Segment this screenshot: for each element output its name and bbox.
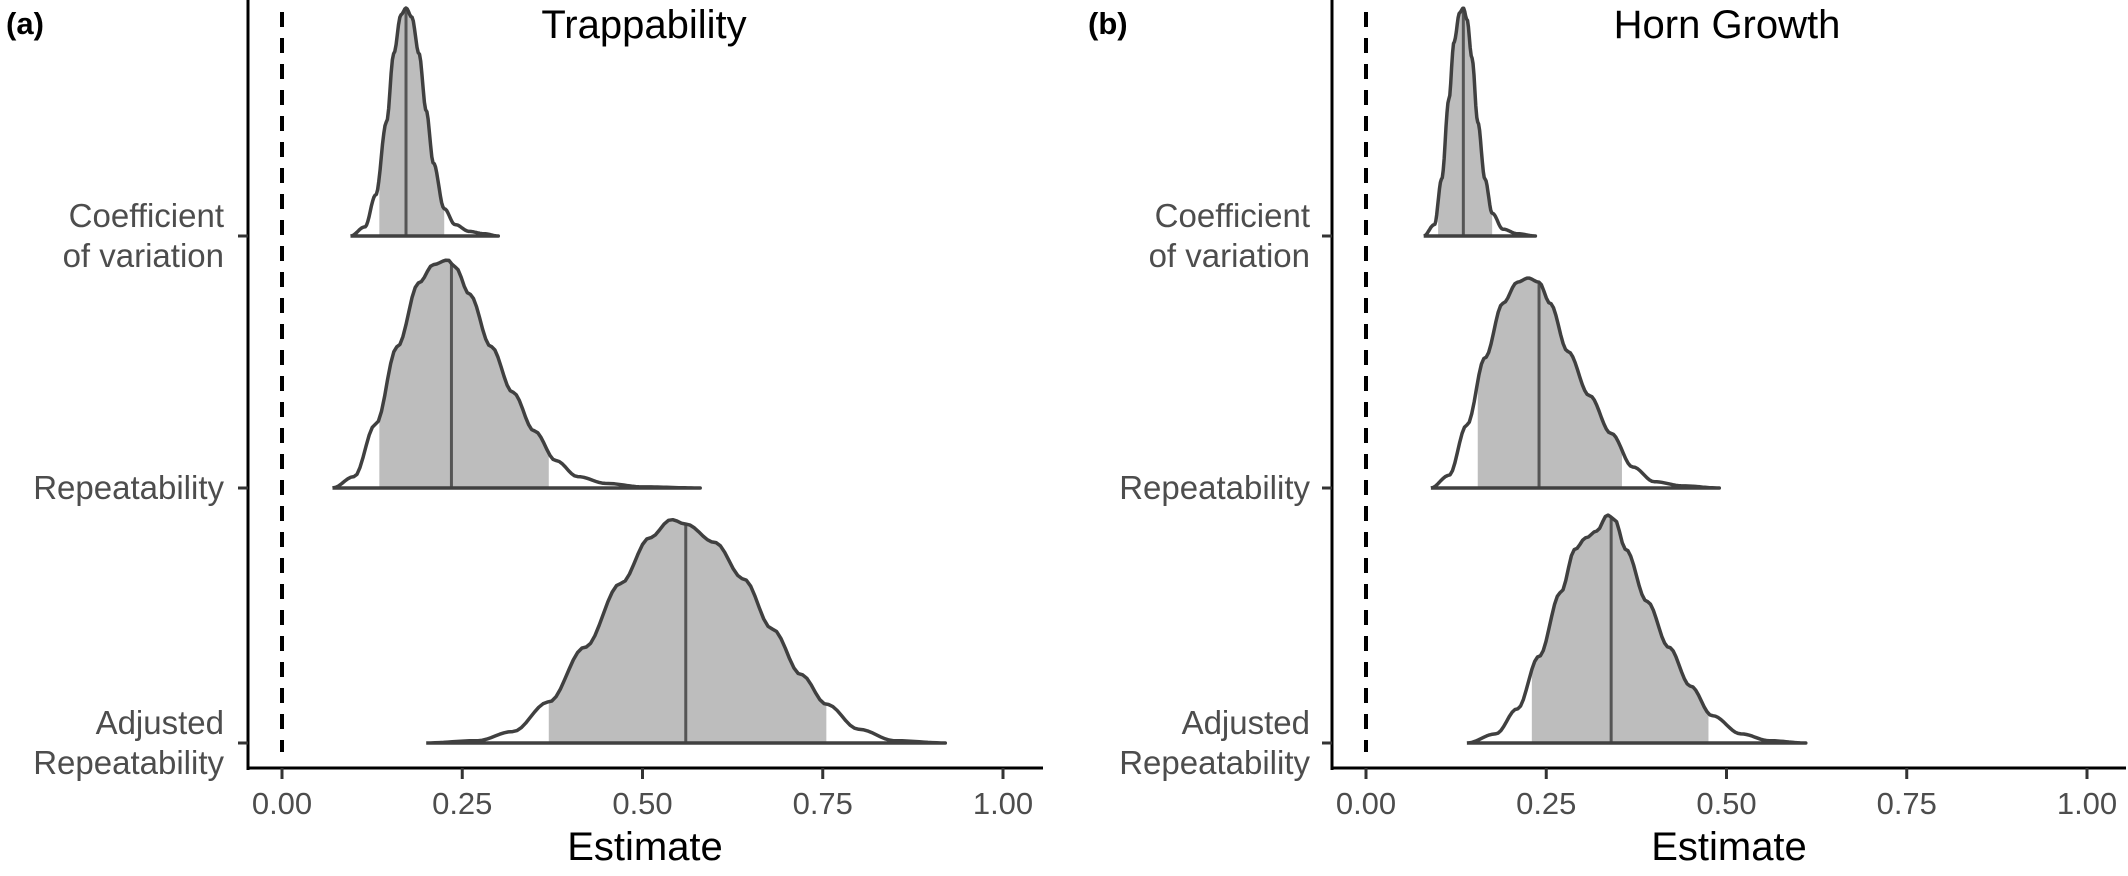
category-label-b-0-1: of variation [1149, 237, 1310, 274]
panel-tag-b: (b) [1088, 6, 1128, 41]
ci-area-b-0 [1438, 8, 1493, 237]
x-tick-label-a-2: 0.50 [612, 786, 672, 821]
panel-a: (a) Trappability 0.00 0.25 0.50 0.75 1.00 Co… [6, 0, 1043, 869]
panel-title-b: Horn Growth [1614, 3, 1841, 47]
x-tick-label-a-0: 0.00 [252, 786, 312, 821]
ci-area-a-1 [379, 260, 549, 488]
panel-title-a: Trappability [541, 3, 746, 47]
x-tick-label-a-3: 0.75 [793, 786, 853, 821]
ridges-b [1364, 6, 1808, 752]
x-axis-title-a: Estimate [567, 825, 723, 869]
x-tick-label-a-1: 0.25 [432, 786, 492, 821]
x-ticks-b: 0.00 0.25 0.50 0.75 1.00 [1336, 768, 2117, 821]
x-tick-label-b-0: 0.00 [1336, 786, 1396, 821]
x-axis-title-b: Estimate [1651, 825, 1807, 869]
ci-area-a-2 [548, 519, 827, 743]
category-label-a-0-0: Coefficient [69, 197, 224, 234]
category-label-a-2-0: Adjusted [96, 704, 224, 741]
density-outline-b-1 [1430, 276, 1722, 490]
ridge-b-0 [1422, 6, 1538, 238]
ridge-a-2 [426, 517, 948, 745]
ci-area-a-0 [379, 8, 445, 236]
category-label-b-2-1: Repeatability [1119, 744, 1310, 781]
ridge-a-0 [349, 6, 501, 238]
category-label-a-1-0: Repeatability [33, 469, 224, 506]
density-outline-a-0 [349, 6, 501, 238]
x-tick-label-b-1: 0.25 [1516, 786, 1576, 821]
category-label-b-1-0: Repeatability [1119, 469, 1310, 506]
ridge-b-2 [1466, 513, 1808, 745]
x-ticks-a: 0.00 0.25 0.50 0.75 1.00 [252, 768, 1033, 821]
category-label-b-2-0: Adjusted [1182, 704, 1310, 741]
x-tick-label-b-2: 0.50 [1696, 786, 1756, 821]
ridge-b-1 [1430, 276, 1722, 490]
category-label-b-0-0: Coefficient [1155, 197, 1310, 234]
density-outline-b-2 [1466, 513, 1808, 745]
category-label-a-2-1: Repeatability [33, 744, 224, 781]
x-tick-label-a-4: 1.00 [973, 786, 1033, 821]
density-outline-b-0 [1422, 6, 1538, 238]
x-tick-label-b-4: 1.00 [2057, 786, 2117, 821]
density-outline-a-1 [332, 258, 702, 490]
x-tick-label-b-3: 0.75 [1877, 786, 1937, 821]
ci-area-b-2 [1531, 515, 1709, 743]
ridges-a [280, 6, 948, 752]
ridge-a-1 [332, 258, 702, 490]
category-label-a-0-1: of variation [63, 237, 224, 274]
ci-area-b-1 [1477, 278, 1622, 488]
panel-b: (b) Horn Growth 0.00 0.25 0.50 0.75 1.00 Coe… [1088, 0, 2126, 869]
panel-tag-a: (a) [6, 6, 44, 41]
density-outline-a-2 [426, 517, 948, 745]
